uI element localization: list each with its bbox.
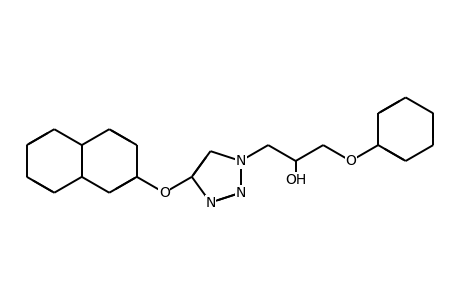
Text: O: O: [158, 186, 169, 200]
Text: O: O: [345, 154, 355, 168]
Text: OH: OH: [285, 173, 306, 187]
Text: N: N: [235, 154, 246, 168]
Text: N: N: [235, 186, 246, 200]
Text: N: N: [205, 196, 215, 209]
